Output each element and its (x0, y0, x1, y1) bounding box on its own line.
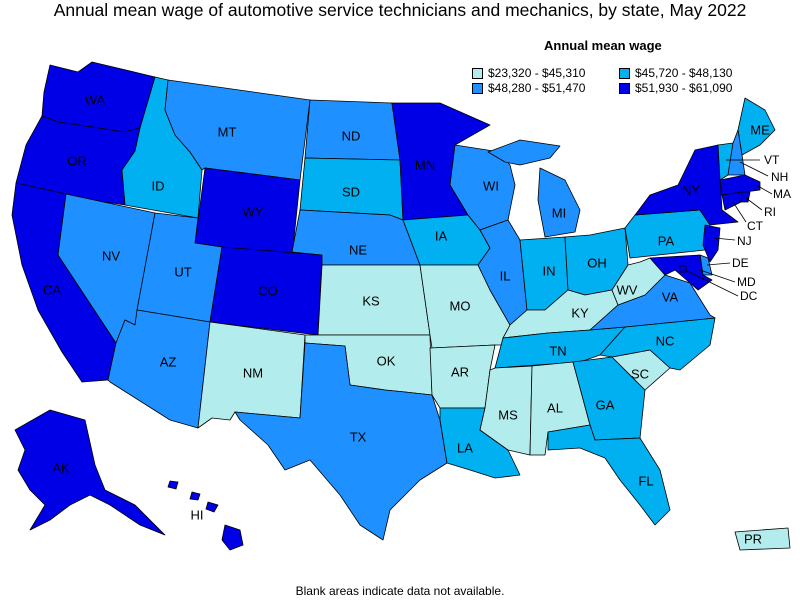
legend-item-bin-1: $23,320 - $45,310 (472, 66, 585, 80)
state-hi[interactable] (221, 524, 244, 551)
state-label-ky: KY (571, 305, 589, 320)
legend-item-bin-4: $51,930 - $61,090 (619, 81, 732, 95)
leader-line-de (706, 262, 731, 266)
leader-line-ri (745, 197, 763, 211)
map-title: Annual mean wage of automotive service t… (53, 0, 747, 20)
state-label-fl: FL (638, 473, 653, 488)
state-label-mn: MN (415, 157, 435, 172)
state-label-tn: TN (549, 343, 566, 358)
state-label-or: OR (67, 153, 87, 168)
state-label-nv: NV (102, 248, 120, 263)
state-nh[interactable] (727, 129, 746, 176)
state-label-ks: KS (362, 293, 380, 308)
state-fl[interactable] (547, 424, 671, 526)
state-ri[interactable] (740, 191, 751, 203)
leader-line-nh (739, 161, 769, 177)
footer-note: Blank areas indicate data not available. (295, 584, 505, 598)
legend-title: Annual mean wage (544, 38, 662, 53)
state-label-az: AZ (160, 354, 177, 369)
state-label-wi: WI (483, 178, 499, 193)
state-label-pr: PR (744, 531, 762, 546)
state-label-mo: MO (450, 298, 471, 313)
state-label-ri: RI (764, 205, 776, 219)
state-label-sd: SD (342, 184, 360, 199)
leader-line-ma (757, 185, 773, 195)
state-ct[interactable] (721, 191, 743, 211)
state-label-la: LA (457, 440, 473, 455)
legend-item-bin-3: $48,280 - $51,470 (472, 81, 585, 95)
legend-label: $45,720 - $48,130 (635, 66, 733, 80)
state-label-al: AL (547, 400, 563, 415)
legend-label: $48,280 - $51,470 (488, 81, 586, 95)
state-label-ok: OK (377, 353, 396, 368)
state-label-co: CO (258, 283, 278, 298)
state-label-nc: NC (656, 333, 675, 348)
state-pr[interactable] (734, 527, 791, 551)
legend-label: $51,930 - $61,090 (635, 81, 733, 95)
state-label-md: MD (737, 275, 756, 289)
state-label-id: ID (152, 178, 165, 193)
state-label-ms: MS (498, 407, 518, 422)
leader-line-ct (732, 201, 747, 223)
state-mt[interactable] (164, 79, 311, 181)
state-label-ne: NE (349, 242, 367, 257)
leader-line-dc (682, 268, 739, 297)
legend-swatch (472, 67, 483, 79)
state-label-ia: IA (435, 228, 448, 243)
state-label-wv: WV (617, 282, 638, 297)
state-ma[interactable] (719, 174, 761, 196)
state-label-ny: NY (682, 182, 700, 197)
state-label-in: IN (543, 263, 556, 278)
state-label-ak: AK (52, 460, 70, 475)
state-label-oh: OH (587, 255, 607, 270)
state-mi[interactable] (537, 167, 581, 238)
state-label-de: DE (732, 256, 749, 270)
state-label-nj: NJ (737, 234, 752, 248)
legend-swatch (472, 82, 483, 94)
legend-item-bin-2: $45,720 - $48,130 (619, 66, 732, 80)
legend-label: $23,320 - $45,310 (488, 66, 586, 80)
state-hi-oahu[interactable] (189, 491, 201, 501)
state-nm[interactable] (197, 321, 306, 429)
state-label-hi: HI (191, 507, 204, 522)
state-label-sc: SC (631, 366, 649, 381)
state-label-dc: DC (740, 289, 758, 303)
legend-swatch (619, 82, 630, 94)
state-label-va: VA (662, 289, 679, 304)
state-label-ar: AR (451, 364, 469, 379)
state-label-mt: MT (218, 124, 237, 139)
leader-line-md (699, 269, 736, 283)
state-md[interactable] (649, 254, 713, 291)
state-label-mi: MI (552, 205, 566, 220)
state-label-ct: CT (747, 219, 764, 233)
state-mi-upper[interactable] (487, 139, 561, 166)
state-tx[interactable] (234, 342, 448, 541)
state-hi-kauai[interactable] (167, 480, 179, 490)
state-label-il: IL (500, 268, 511, 283)
state-label-ga: GA (596, 397, 615, 412)
state-label-tx: TX (350, 429, 367, 444)
state-label-vt: VT (764, 153, 780, 167)
state-label-nh: NH (771, 170, 788, 184)
state-label-ma: MA (773, 187, 791, 201)
state-label-me: ME (750, 122, 770, 137)
state-nj[interactable] (702, 224, 721, 263)
leader-line-nj (713, 237, 736, 241)
state-label-ut: UT (174, 264, 191, 279)
state-label-nm: NM (243, 365, 263, 380)
legend-swatch (619, 67, 630, 79)
state-label-ca: CA (43, 282, 61, 297)
state-ak[interactable] (14, 409, 166, 536)
state-label-wy: WY (243, 204, 264, 219)
state-hi-maui[interactable] (205, 501, 219, 513)
state-label-pa: PA (658, 233, 675, 248)
state-label-nd: ND (342, 128, 361, 143)
state-label-wa: WA (85, 92, 106, 107)
